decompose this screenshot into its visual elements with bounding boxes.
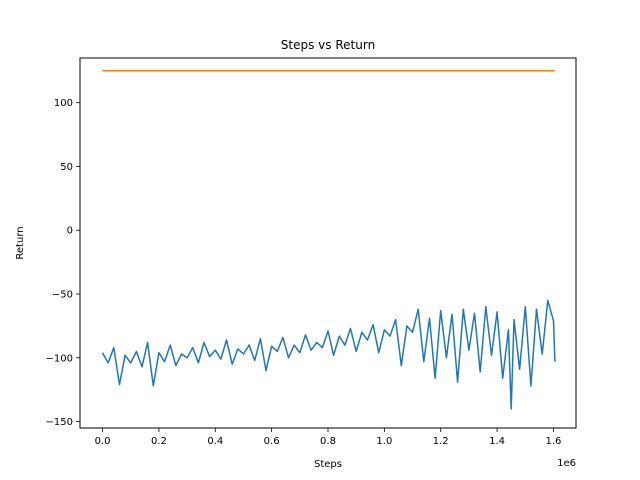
y-tick-label: 100 [54,98,73,109]
x-tick-label: 0.6 [264,436,280,447]
x-tick-label: 1.4 [489,436,505,447]
series-line-1 [101,299,556,410]
x-axis: 0.0 0.2 0.4 0.6 0.8 1.0 1.2 1.4 1.6 [95,428,562,447]
x-axis-offset-label: 1e6 [557,458,576,469]
y-tick-label: 50 [60,162,73,173]
y-axis-label: Return [15,226,26,259]
x-tick-label: 0.0 [95,436,111,447]
series-group [101,70,556,410]
x-tick-label: 0.2 [151,436,167,447]
y-axis: −150 −100 −50 0 50 100 [46,98,80,428]
x-tick-label: 0.4 [207,436,223,447]
x-axis-label: Steps [314,459,342,470]
chart-title: Steps vs Return [281,38,375,52]
y-tick-label: −100 [46,353,73,364]
x-tick-label: 1.0 [376,436,392,447]
y-tick-label: −50 [52,290,73,301]
x-tick-label: 0.8 [320,436,336,447]
x-tick-label: 1.2 [433,436,449,447]
y-tick-label: 0 [67,226,73,237]
y-tick-label: −150 [46,417,73,428]
x-tick-label: 1.6 [546,436,562,447]
